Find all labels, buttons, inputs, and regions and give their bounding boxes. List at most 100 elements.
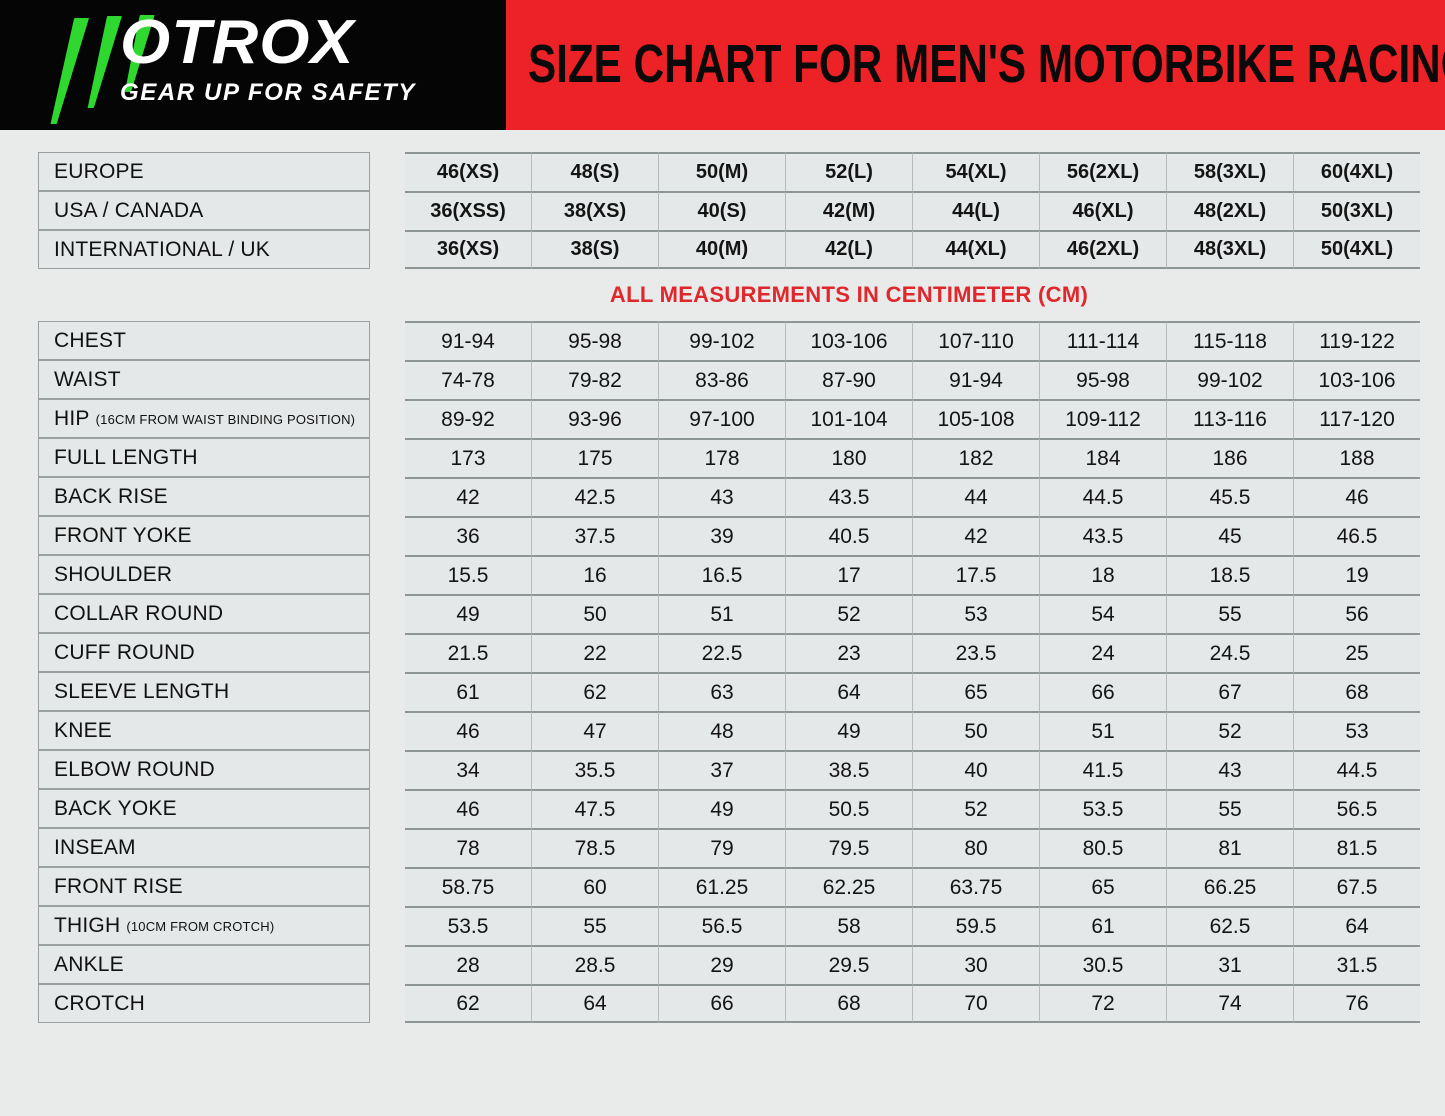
table-cell: 49 <box>405 594 532 633</box>
table-cell: 21.5 <box>405 633 532 672</box>
slash-icon-1 <box>42 18 89 124</box>
column-gap <box>370 399 405 438</box>
column-gap <box>370 438 405 477</box>
table-cell: 91-94 <box>405 321 532 360</box>
table-cell: 18.5 <box>1167 555 1294 594</box>
table-cell: 41.5 <box>1040 750 1167 789</box>
table-cell: 180 <box>786 438 913 477</box>
table-cell: 76 <box>1294 984 1420 1023</box>
page-title: SIZE CHART FOR MEN'S MOTORBIKE RACING SU… <box>527 34 1445 95</box>
table-cell: 23 <box>786 633 913 672</box>
table-row: FRONT RISE 58.75 60 61.25 62.25 63.75 65 66.25 6… <box>38 867 1420 906</box>
table-cell: 103-106 <box>1294 360 1420 399</box>
title-banner: SIZE CHART FOR MEN'S MOTORBIKE RACING SU… <box>506 0 1445 130</box>
table-cell: 50(3XL) <box>1294 191 1420 230</box>
row-label-text: HIP <box>54 406 90 430</box>
table-cell: 40.5 <box>786 516 913 555</box>
table-cell: 36(XSS) <box>405 191 532 230</box>
row-label-text: WAIST <box>54 367 121 391</box>
table-cell: 79.5 <box>786 828 913 867</box>
row-label: ELBOW ROUND <box>38 750 370 789</box>
table-cell: 46(XS) <box>405 152 532 191</box>
table-cell: 72 <box>1040 984 1167 1023</box>
row-label: INTERNATIONAL / UK <box>38 230 370 269</box>
table-row: INSEAM 78 78.5 79 79.5 80 80.5 81 81.5 <box>38 828 1420 867</box>
table-cell: 99-102 <box>659 321 786 360</box>
table-cell: 24.5 <box>1167 633 1294 672</box>
table-cell: 37 <box>659 750 786 789</box>
row-label: KNEE <box>38 711 370 750</box>
column-gap <box>370 906 405 945</box>
measurement-units-note: ALL MEASUREMENTS IN CENTIMETER (CM) <box>609 282 1089 307</box>
table-cell: 15.5 <box>405 555 532 594</box>
table-cell: 43 <box>1167 750 1294 789</box>
brand-name: OTROX <box>120 8 355 77</box>
table-cell: 186 <box>1167 438 1294 477</box>
table-cell: 64 <box>532 984 659 1023</box>
row-label-text: FRONT RISE <box>54 874 183 898</box>
table-cell: 40(M) <box>659 230 786 269</box>
row-label: BACK YOKE <box>38 789 370 828</box>
table-cell: 34 <box>405 750 532 789</box>
table-cell: 61.25 <box>659 867 786 906</box>
table-cell: 46(XL) <box>1040 191 1167 230</box>
row-label: SHOULDER <box>38 555 370 594</box>
table-cell: 95-98 <box>532 321 659 360</box>
table-row: ELBOW ROUND 34 35.5 37 38.5 40 41.5 43 44.5 <box>38 750 1420 789</box>
row-label-text: BACK RISE <box>54 484 168 508</box>
table-cell: 30.5 <box>1040 945 1167 984</box>
table-cell: 58.75 <box>405 867 532 906</box>
table-cell: 58 <box>786 906 913 945</box>
table-cell: 47 <box>532 711 659 750</box>
table-cell: 79-82 <box>532 360 659 399</box>
table-cell: 81.5 <box>1294 828 1420 867</box>
table-cell: 45 <box>1167 516 1294 555</box>
row-label: COLLAR ROUND <box>38 594 370 633</box>
table-cell: 44(XL) <box>913 230 1040 269</box>
table-cell: 22.5 <box>659 633 786 672</box>
table-cell: 50 <box>532 594 659 633</box>
table-cell: 52 <box>1167 711 1294 750</box>
table-cell: 29.5 <box>786 945 913 984</box>
table-cell: 61 <box>1040 906 1167 945</box>
table-row: EUROPE 46(XS) 48(S) 50(M) 52(L) 54(XL) 56(2XL)… <box>38 152 1420 191</box>
row-label-text: SHOULDER <box>54 562 173 586</box>
row-label-text: INSEAM <box>54 835 136 859</box>
table-cell: 115-118 <box>1167 321 1294 360</box>
table-cell: 83-86 <box>659 360 786 399</box>
table-cell: 50 <box>913 711 1040 750</box>
table-cell: 95-98 <box>1040 360 1167 399</box>
table-cell: 59.5 <box>913 906 1040 945</box>
brand-text-group: OTROX GEAR UP FOR SAFETY <box>120 10 500 108</box>
table-cell: 107-110 <box>913 321 1040 360</box>
table-cell: 91-94 <box>913 360 1040 399</box>
table-cell: 51 <box>659 594 786 633</box>
page-banner: OTROX GEAR UP FOR SAFETY SIZE CHART FOR … <box>0 0 1445 130</box>
row-label: USA / CANADA <box>38 191 370 230</box>
table-row: CHEST 91-94 95-98 99-102 103-106 107-110 111-1… <box>38 321 1420 360</box>
table-cell: 80.5 <box>1040 828 1167 867</box>
table-cell: 65 <box>913 672 1040 711</box>
column-gap <box>370 191 405 230</box>
row-label-text: COLLAR ROUND <box>54 601 224 625</box>
table-cell: 62 <box>532 672 659 711</box>
table-cell: 48(3XL) <box>1167 230 1294 269</box>
table-cell: 182 <box>913 438 1040 477</box>
table-cell: 44 <box>913 477 1040 516</box>
table-cell: 52(L) <box>786 152 913 191</box>
table-cell: 40(S) <box>659 191 786 230</box>
row-label-text: FRONT YOKE <box>54 523 192 547</box>
table-row: KNEE 46 47 48 49 50 51 52 53 <box>38 711 1420 750</box>
table-cell: 40 <box>913 750 1040 789</box>
row-label: INSEAM <box>38 828 370 867</box>
table-cell: 42.5 <box>532 477 659 516</box>
row-label-text: ANKLE <box>54 952 124 976</box>
table-cell: 54 <box>1040 594 1167 633</box>
table-cell: 58(3XL) <box>1167 152 1294 191</box>
table-cell: 111-114 <box>1040 321 1167 360</box>
table-row: CROTCH 62 64 66 68 70 72 74 76 <box>38 984 1420 1023</box>
table-row: FULL LENGTH 173 175 178 180 182 184 186 188 <box>38 438 1420 477</box>
table-cell: 93-96 <box>532 399 659 438</box>
table-cell: 29 <box>659 945 786 984</box>
table-cell: 66.25 <box>1167 867 1294 906</box>
